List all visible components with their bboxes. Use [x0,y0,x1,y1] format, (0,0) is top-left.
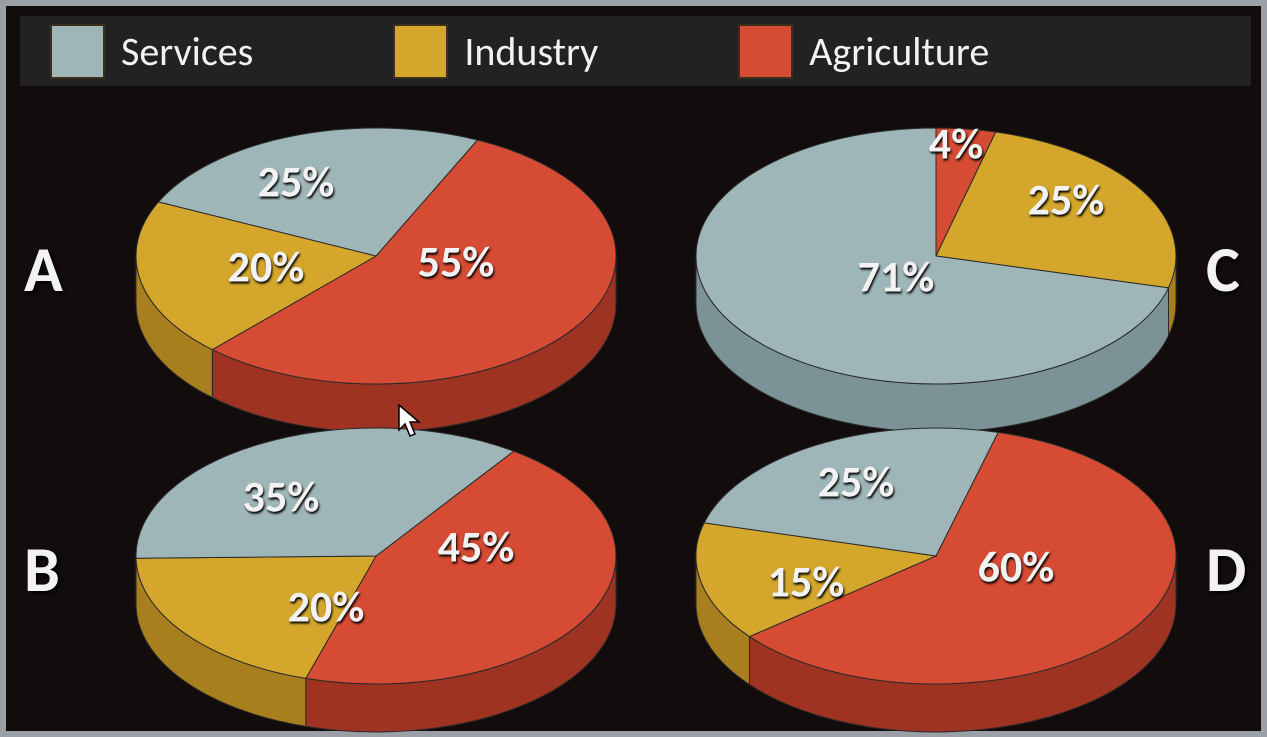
pct-label: 25% [818,455,895,509]
pct-label: 45% [438,520,515,574]
pct-label: 4% [929,117,983,171]
pct-label: 20% [288,580,365,634]
pct-label: 35% [243,470,320,524]
pct-label: 25% [1028,173,1105,227]
pct-label: 25% [258,155,335,209]
chart-label-a: A [24,231,63,309]
pie-canvas: 55% 20% 25% 4% 25% 71% 45% 20% 35% 60% 15% 25% [6,6,1267,737]
pie-chart-a: 55% 20% 25% [136,128,616,432]
pie-chart-d: 60% 15% 25% [696,428,1176,732]
pct-label: 15% [768,555,845,609]
chart-frame: ServicesIndustryAgriculture 55%20%25%4%2… [0,0,1267,737]
chart-label-d: D [1206,531,1246,609]
pie-chart-c: 4% 25% 71% [696,117,1176,432]
chart-label-c: C [1206,231,1240,309]
chart-label-b: B [24,531,60,609]
pct-label: 60% [978,540,1055,594]
pct-label: 71% [858,250,935,304]
pct-label: 55% [418,235,495,289]
pie-chart-b: 45% 20% 35% [136,428,616,732]
pct-label: 20% [228,240,305,294]
